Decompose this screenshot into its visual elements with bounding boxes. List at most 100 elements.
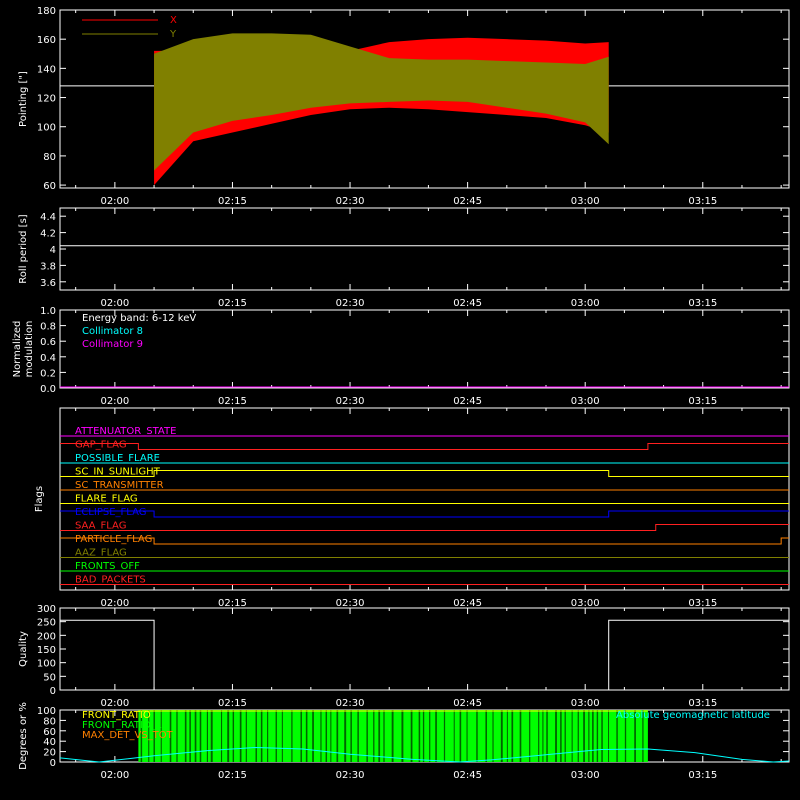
y-axis-label: Flags [34, 486, 45, 512]
y-axis-label: Pointing ["] [18, 71, 29, 127]
x-tick-label: 02:45 [453, 598, 482, 609]
panel-pointing: 02:00 02:15 02:30 02:45 03:00 03:15 60 80 100 120… [18, 6, 790, 207]
flag-line [60, 537, 789, 545]
y-tick-label: 100 [37, 123, 56, 134]
x-tick-label: 02:15 [218, 396, 247, 407]
flag-line [60, 510, 789, 518]
y-tick-label: 3.8 [40, 261, 56, 272]
x-tick-label: 02:15 [218, 298, 247, 309]
x-tick-label: 02:30 [336, 698, 365, 709]
x-tick-label: 03:15 [688, 298, 717, 309]
y-tick-label: 0 [50, 686, 56, 697]
panel-frame [59, 9, 790, 189]
y-axis-label-line1: Normalized [12, 321, 23, 378]
legend-label-collimator: Collimator 9 [82, 339, 143, 350]
x-tick-label: 03:00 [571, 196, 600, 207]
legend-label-y: Y [169, 29, 177, 40]
y-tick-label: 4.4 [40, 212, 56, 223]
x-tick-label: 02:00 [100, 196, 129, 207]
panel-frame [59, 407, 790, 591]
x-tick-label: 02:00 [100, 770, 129, 781]
y-tick-label: 4 [50, 245, 56, 256]
x-tick-label: 03:15 [688, 770, 717, 781]
flag-label: ATTENUATOR_STATE [75, 426, 176, 437]
x-tick-label: 02:45 [453, 396, 482, 407]
panel-roll-period: 02:00 02:15 02:30 02:45 03:00 03:15 3.6 3.8 4 4.2… [18, 207, 790, 309]
flag-label: AAZ_FLAG [75, 548, 127, 559]
y-tick-label: 120 [37, 94, 56, 105]
x-tick-label: 03:00 [571, 770, 600, 781]
y-tick-label: 160 [37, 35, 56, 46]
flag-line [60, 443, 789, 450]
quality-line [60, 619, 789, 691]
latitude-line [59, 746, 790, 763]
legend-label: FRONT_RATIO_1 [82, 720, 162, 731]
x-tick-label: 02:45 [453, 770, 482, 781]
y-tick-label: 80 [43, 152, 56, 163]
y-axis-label: Degrees or % [18, 702, 29, 770]
y-tick-label: 100 [37, 706, 56, 717]
y-tick-label: 150 [37, 645, 56, 656]
x-tick-label: 03:00 [571, 698, 600, 709]
flag-label: POSSIBLE_FLARE [75, 453, 160, 464]
x-tick-label: 02:45 [453, 298, 482, 309]
x-tick-label: 02:00 [100, 298, 129, 309]
flag-label: SC_TRANSMITTER [75, 480, 164, 491]
y-tick-label: 0.6 [40, 337, 56, 348]
panel-flags: 02:00 02:15 02:30 02:45 03:00 03:15 Flags ATTEN… [34, 407, 790, 609]
flag-label: PARTICLE_FLAG [75, 534, 152, 545]
x-tick-label: 03:15 [688, 396, 717, 407]
x-tick-label: 03:00 [571, 396, 600, 407]
y-tick-label: 1.0 [40, 306, 56, 317]
y-tick-label: 0.2 [40, 368, 56, 379]
y-tick-label: 0.4 [40, 353, 56, 364]
x-tick-label: 02:30 [336, 770, 365, 781]
flag-line [60, 524, 789, 531]
y-tick-label: 0.8 [40, 322, 56, 333]
x-tick-label: 02:15 [218, 598, 247, 609]
legend-label-collimator: Collimator 8 [82, 326, 143, 337]
y-tick-label: 80 [43, 716, 56, 727]
y-tick-label: 4.2 [40, 229, 56, 240]
x-tick-label: 03:15 [688, 598, 717, 609]
y-tick-label: 40 [43, 737, 56, 748]
y-tick-label: 3.6 [40, 278, 56, 289]
flag-label: FLARE_FLAG [75, 494, 138, 505]
y-tick-label: 20 [43, 748, 56, 759]
y-tick-label: 200 [37, 631, 56, 642]
x-tick-label: 02:45 [453, 196, 482, 207]
x-tick-label: 02:15 [218, 698, 247, 709]
legend-label-x: X [170, 15, 177, 26]
x-tick-label: 03:00 [571, 598, 600, 609]
x-tick-label: 03:15 [688, 698, 717, 709]
x-tick-label: 03:15 [688, 196, 717, 207]
x-tick-label: 02:30 [336, 598, 365, 609]
flag-label: FRONTS_OFF [75, 561, 140, 572]
flag-label: SC_IN_SUNLIGHT [75, 467, 161, 478]
latitude-legend-label: Absolute geomagnetic latitude [616, 710, 770, 721]
y-axis-label: Quality [18, 631, 29, 667]
energy-band-label: Energy band: 6-12 keV [82, 313, 196, 324]
panel-quality: 02:00 02:15 02:30 02:45 03:00 03:15 0 50 100 150 2… [18, 604, 790, 709]
x-tick-label: 02:00 [100, 598, 129, 609]
y-tick-label: 140 [37, 64, 56, 75]
x-tick-label: 02:30 [336, 196, 365, 207]
y-tick-label: 100 [37, 659, 56, 670]
y-axis-label: Roll period [s] [18, 214, 29, 283]
x-tick-label: 02:15 [218, 196, 247, 207]
x-tick-label: 02:15 [218, 770, 247, 781]
panel-front-ratio: 02:00 02:15 02:30 02:45 03:00 03:15 0204060801… [18, 702, 790, 781]
flag-line [60, 470, 789, 477]
x-tick-label: 03:00 [571, 298, 600, 309]
y-tick-label: 180 [37, 6, 56, 17]
y-tick-label: 300 [37, 604, 56, 615]
y-axis-label-line2: modulation [24, 321, 35, 378]
panel-frame [59, 309, 790, 389]
y-tick-label: 50 [43, 672, 56, 683]
y-tick-label: 60 [43, 727, 56, 738]
x-tick-label: 02:00 [100, 396, 129, 407]
x-tick-label: 02:30 [336, 396, 365, 407]
y-tick-label: 0 [50, 758, 56, 769]
